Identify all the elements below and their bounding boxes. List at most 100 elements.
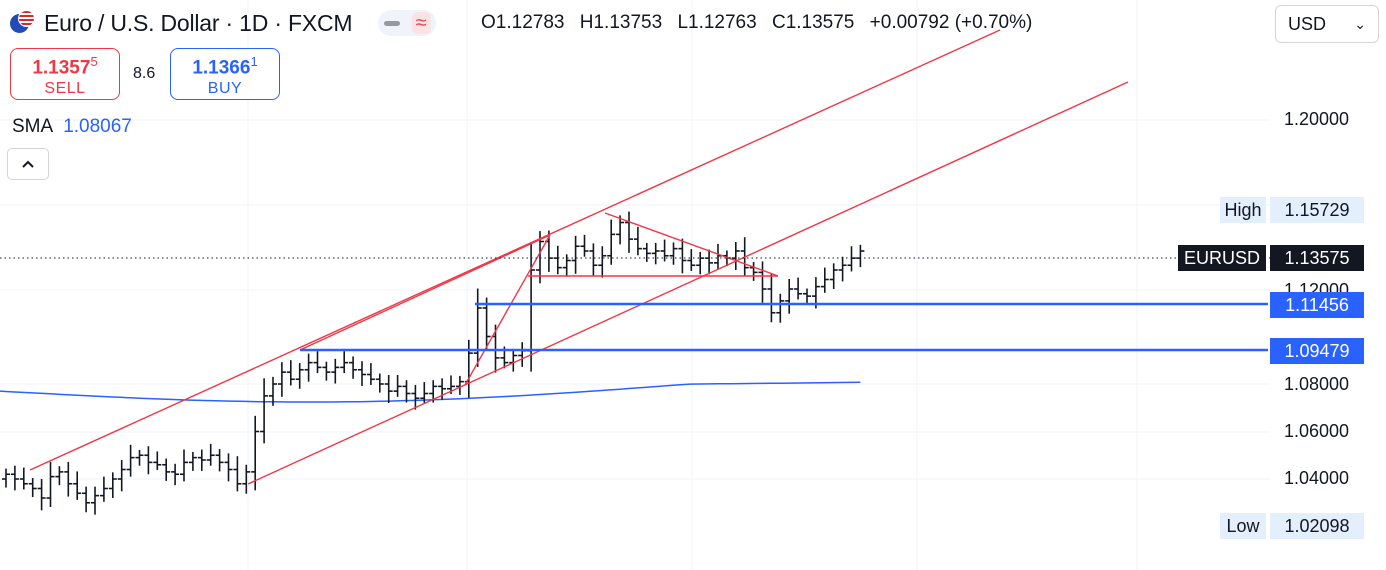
ohlc-bar (580, 234, 589, 257)
ohlc-bar (349, 356, 358, 379)
ohlc-bar (153, 451, 162, 470)
ohlc-open: O1.12783 (481, 12, 565, 33)
ohlc-bar (28, 478, 37, 498)
sell-price: 1.1357 (32, 57, 91, 79)
ohlc-bar (518, 342, 527, 367)
price-bars (2, 211, 865, 515)
impulse-line (464, 234, 551, 386)
ohlc-bar (37, 479, 46, 511)
y-tick-label: 1.06000 (1284, 421, 1350, 441)
ohlc-bar (509, 349, 518, 372)
high-label: High (1220, 197, 1266, 223)
ohlc-bar (411, 384, 420, 410)
ohlc-bar (696, 251, 705, 275)
chart-header: Euro / U.S. Dollar · 1D · FXCM ≈ (10, 8, 437, 38)
ohlc-bar (251, 415, 260, 491)
ohlc-bar (678, 238, 687, 274)
ohlc-bar (304, 353, 313, 382)
ohlc-bar (731, 241, 740, 270)
ohlc-bar (598, 246, 607, 278)
low-value: 1.02098 (1270, 513, 1364, 539)
trend-drawings[interactable] (29, 29, 1129, 485)
ohlc-bar (73, 471, 82, 500)
ohlc-bar (625, 211, 633, 253)
ohlc-bar (215, 449, 224, 472)
collapse-legend-button[interactable] (7, 148, 49, 180)
ohlc-bar (91, 486, 99, 515)
currency-select[interactable]: USD ⌄ (1275, 5, 1379, 43)
ohlc-bar (856, 244, 865, 268)
ohlc-bar (358, 361, 366, 386)
ohlc-bar (669, 242, 678, 265)
indicator-toggle-pill[interactable]: ≈ (378, 10, 437, 36)
ohlc-bar (616, 215, 625, 245)
ohlc-bar (571, 235, 580, 274)
ohlc-bar (633, 226, 642, 256)
ohlc-bar (82, 486, 91, 513)
ohlc-bar (847, 246, 856, 272)
ohlc-bar (46, 461, 55, 508)
ohlc-bar (375, 373, 384, 393)
eur-usd-flag-icon (10, 10, 36, 36)
ohlc-bar (402, 380, 411, 403)
sell-label: SELL (44, 80, 86, 98)
ohlc-bar (829, 263, 838, 289)
buy-price-pip: 1 (250, 54, 258, 69)
ohlc-bar (794, 277, 803, 300)
ohlc-bar (55, 466, 64, 486)
symbol-title[interactable]: Euro / U.S. Dollar · 1D · FXCM (44, 9, 353, 36)
ohlc-bar (438, 378, 447, 400)
buy-label: BUY (207, 80, 243, 98)
buy-button[interactable]: 1.13661 BUY (170, 48, 280, 100)
ohlc-bar (562, 254, 571, 277)
ohlc-bar (642, 242, 651, 262)
ohlc-bar (758, 261, 767, 303)
channel-middle-line (299, 234, 551, 351)
ohlc-bar (714, 243, 722, 270)
ohlc-bar (286, 360, 295, 386)
ohlc-bar (820, 267, 829, 293)
last-price-value: 1.13575 (1270, 245, 1364, 271)
ohlc-bar (776, 293, 785, 323)
ohlc-bar (277, 362, 286, 397)
sma-line (0, 381, 861, 403)
chevron-down-icon: ⌄ (1354, 15, 1366, 32)
high-value: 1.15729 (1270, 197, 1364, 223)
ohlc-bar (482, 297, 491, 350)
ohlc-bar (269, 376, 277, 406)
ohlc-bar (206, 443, 215, 466)
ohlc-bar (393, 374, 402, 397)
ohlc-bar (144, 446, 153, 475)
ohlc-bar (651, 242, 660, 265)
channel-upper-line (29, 29, 1001, 471)
sma-legend[interactable]: SMA 1.08067 (12, 116, 132, 138)
ohlc-bar (366, 363, 375, 385)
ohlc-bar (455, 375, 464, 395)
y-tick-label: 1.04000 (1284, 468, 1350, 488)
y-tick-label: 1.08000 (1284, 374, 1350, 394)
level-2-value: 1.09479 (1270, 338, 1364, 364)
symbol-price-label: EURUSD (1178, 245, 1266, 271)
ohlc-bar (108, 472, 117, 498)
ohlc-bar (322, 361, 331, 381)
ohlc-bar (767, 273, 776, 323)
ohlc-bar (464, 339, 473, 398)
sma-value: 1.08067 (63, 116, 132, 137)
ohlc-bar (384, 374, 393, 403)
ohlc-bar (749, 261, 758, 281)
sell-price-pip: 5 (90, 54, 98, 69)
ohlc-bar (340, 351, 349, 374)
ohlc-bar (233, 456, 242, 492)
ohlc-bar (162, 458, 171, 481)
horizontal-levels[interactable] (300, 302, 1268, 352)
ohlc-bar (331, 358, 340, 384)
ohlc-bar (117, 460, 126, 492)
ohlc-bar (99, 476, 108, 502)
ohlc-bar (705, 249, 714, 275)
ohlc-bar (126, 444, 135, 477)
ohlc-bar (188, 451, 197, 471)
ohlc-bar (838, 256, 847, 282)
ohlc-bar (589, 243, 598, 276)
sell-button[interactable]: 1.13575 SELL (10, 48, 120, 100)
